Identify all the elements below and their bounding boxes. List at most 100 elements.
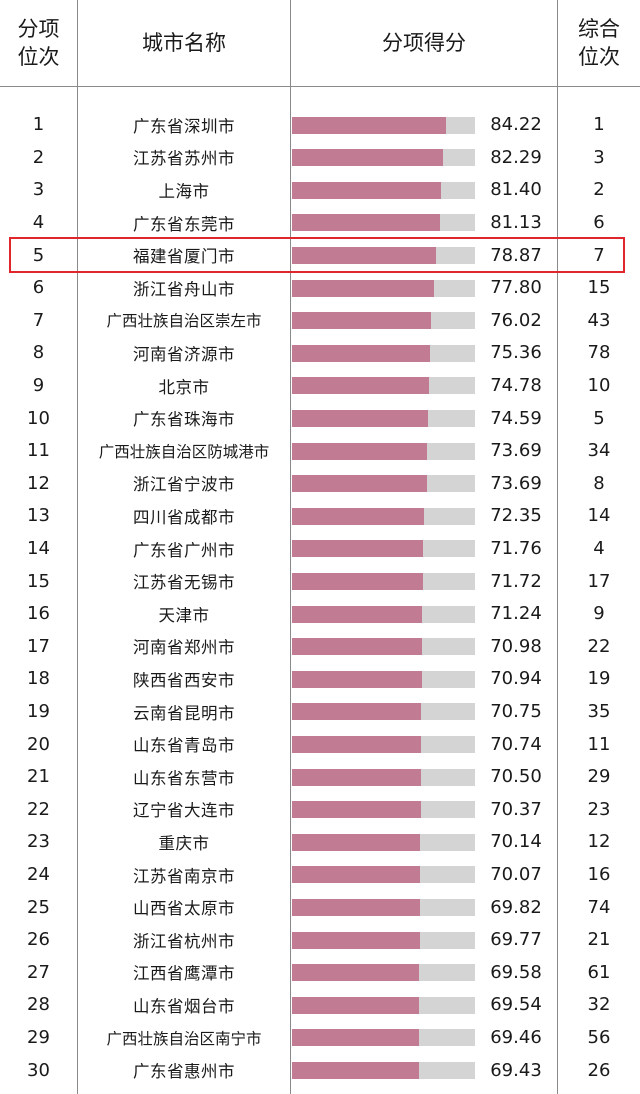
score-bar-track <box>292 116 475 134</box>
rank-cell: 21 <box>27 766 50 788</box>
score-bar-track <box>292 1029 475 1047</box>
city-name: 山东省东营市 <box>133 768 235 788</box>
overall-rank: 4 <box>593 538 605 560</box>
score-bar-track <box>292 833 475 851</box>
rank-cell: 12 <box>27 472 50 494</box>
overall-rank: 74 <box>587 896 611 918</box>
overall-rank: 22 <box>587 635 611 657</box>
score-value: 70.98 <box>490 635 542 657</box>
table-row: 7 广西壮族自治区崇左市 76.02 43 <box>0 304 640 337</box>
table-row: 17 河南省郑州市 70.98 22 <box>0 630 640 663</box>
score-bar-track <box>292 312 475 330</box>
overall-rank: 29 <box>587 766 611 788</box>
city-name: 广东省深圳市 <box>133 116 235 136</box>
score-bar <box>292 735 422 753</box>
score-bar <box>292 149 443 167</box>
city-name: 广东省东莞市 <box>133 214 235 234</box>
rank-cell: 26 <box>27 929 50 951</box>
city-name: 四川省成都市 <box>133 507 235 527</box>
score-bar <box>292 703 422 721</box>
table-row: 5 福建省厦门市 78.87 7 <box>0 239 640 272</box>
city-name: 浙江省宁波市 <box>133 475 235 495</box>
overall-rank: 26 <box>587 1059 611 1081</box>
rank-cell: 22 <box>27 798 50 820</box>
city-name: 山东省青岛市 <box>133 736 235 756</box>
score-value: 70.07 <box>490 864 542 886</box>
overall-rank: 9 <box>593 603 605 625</box>
score-value: 74.78 <box>490 375 542 397</box>
rank-cell: 30 <box>27 1059 50 1081</box>
score-bar-track <box>292 377 475 395</box>
header-city: 城市名称 <box>142 31 226 55</box>
header-overall: 综合 位次 <box>578 17 620 69</box>
score-value: 70.94 <box>490 668 542 690</box>
table-row: 18 陕西省西安市 70.94 19 <box>0 663 640 696</box>
column-divider <box>557 0 558 1094</box>
rank-cell: 10 <box>27 407 50 429</box>
score-bar-track <box>292 149 475 167</box>
table-row: 27 江西省鹰潭市 69.58 61 <box>0 956 640 989</box>
city-name: 河南省济源市 <box>133 344 235 364</box>
rank-cell: 16 <box>27 603 50 625</box>
score-value: 69.58 <box>490 961 542 983</box>
rank-cell: 25 <box>27 896 50 918</box>
overall-rank: 11 <box>587 733 611 755</box>
table-row: 19 云南省昆明市 70.75 35 <box>0 695 640 728</box>
score-bar-track <box>292 442 475 460</box>
score-value: 82.29 <box>490 146 542 168</box>
overall-rank: 12 <box>587 831 611 853</box>
score-bar <box>292 344 430 362</box>
score-bar <box>292 540 424 558</box>
score-value: 75.36 <box>490 342 542 364</box>
score-bar <box>292 931 420 949</box>
score-bar-track <box>292 964 475 982</box>
city-name: 北京市 <box>158 377 210 397</box>
city-name: 广东省珠海市 <box>133 410 235 430</box>
score-bar-track <box>292 735 475 753</box>
city-name: 重庆市 <box>158 833 210 853</box>
overall-rank: 8 <box>593 472 605 494</box>
rank-cell: 24 <box>27 864 50 886</box>
table-row: 23 重庆市 70.14 12 <box>0 826 640 859</box>
table-row: 26 浙江省杭州市 69.77 21 <box>0 924 640 957</box>
score-bar-track <box>292 670 475 688</box>
score-value: 69.54 <box>490 994 542 1016</box>
overall-rank: 43 <box>587 309 611 331</box>
overall-rank: 10 <box>587 375 611 397</box>
table-row: 22 辽宁省大连市 70.37 23 <box>0 793 640 826</box>
score-bar <box>292 605 423 623</box>
score-bar <box>292 670 422 688</box>
score-bar <box>292 1061 420 1079</box>
overall-rank: 6 <box>593 212 605 234</box>
score-bar <box>292 866 421 884</box>
table-row: 21 山东省东营市 70.50 29 <box>0 761 640 794</box>
score-value: 76.02 <box>490 309 542 331</box>
table-row: 15 江苏省无锡市 71.72 17 <box>0 565 640 598</box>
score-bar-track <box>292 996 475 1014</box>
score-bar-track <box>292 246 475 264</box>
city-name: 云南省昆明市 <box>133 703 235 723</box>
rank-cell: 15 <box>27 570 50 592</box>
score-value: 69.82 <box>490 896 542 918</box>
score-bar <box>292 214 441 232</box>
overall-rank: 15 <box>587 277 611 299</box>
score-value: 71.24 <box>490 603 542 625</box>
table-row: 1 广东省深圳市 84.22 1 <box>0 109 640 142</box>
score-bar <box>292 312 432 330</box>
score-bar-track <box>292 1061 475 1079</box>
score-bar-track <box>292 931 475 949</box>
score-bar-track <box>292 475 475 493</box>
score-bar <box>292 572 424 590</box>
city-name: 河南省郑州市 <box>133 638 235 658</box>
score-value: 69.46 <box>490 1027 542 1049</box>
score-bar-track <box>292 540 475 558</box>
score-bar <box>292 964 420 982</box>
rank-cell: 3 <box>32 179 45 201</box>
table-row: 16 天津市 71.24 9 <box>0 598 640 631</box>
rank-cell: 20 <box>27 733 50 755</box>
overall-rank: 1 <box>593 114 605 136</box>
table-row: 6 浙江省舟山市 77.80 15 <box>0 272 640 305</box>
score-bar-track <box>292 638 475 656</box>
column-divider <box>290 0 291 1094</box>
overall-rank: 21 <box>587 929 611 951</box>
